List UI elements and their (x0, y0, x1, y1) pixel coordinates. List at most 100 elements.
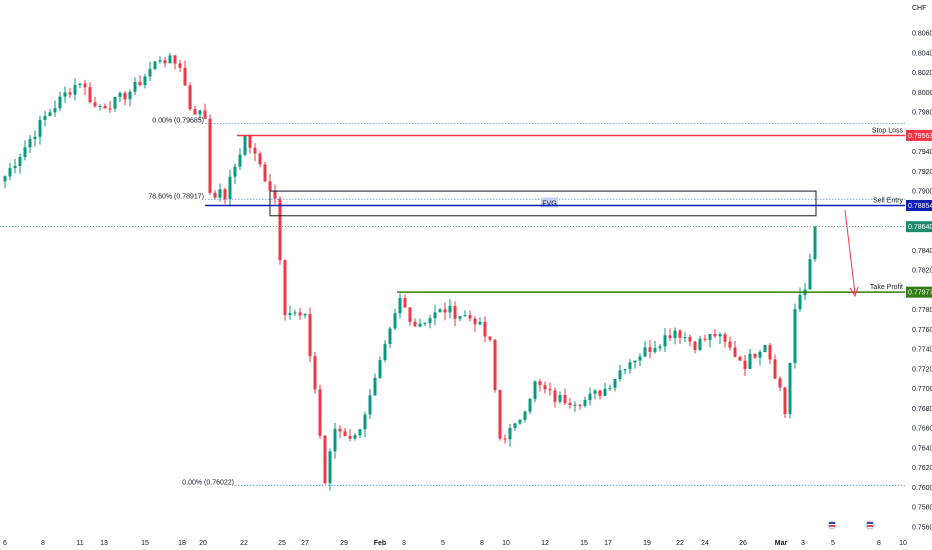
candle-body (463, 315, 467, 317)
candle-body (283, 260, 287, 316)
candle-body (8, 168, 12, 177)
candle-body (433, 312, 437, 319)
candle-body (658, 346, 662, 349)
candle-body (608, 387, 612, 389)
time-tick-label: 10 (899, 540, 907, 547)
flag-canton (867, 522, 873, 524)
candle-body (393, 313, 397, 329)
candle-body (533, 381, 537, 399)
time-tick-label: 25 (278, 540, 286, 547)
candle-body (198, 110, 202, 115)
us-flag-event-icon[interactable] (827, 520, 837, 530)
candle-body (508, 428, 512, 440)
candle-body (478, 321, 482, 325)
candle-body (788, 362, 792, 415)
candle-body (358, 429, 362, 436)
candle-body (48, 112, 52, 116)
candle-body (293, 312, 297, 314)
candle-body (108, 108, 112, 110)
candle-body (93, 102, 97, 107)
candle-body (13, 165, 17, 169)
candle-body (473, 318, 477, 325)
time-tick-label: Feb (374, 540, 386, 547)
target-arrow[interactable] (844, 209, 856, 295)
candle-body (808, 259, 812, 290)
time-tick-label: 5 (831, 540, 835, 547)
candle-body (53, 108, 57, 113)
candle-body (188, 85, 192, 110)
candle-body (308, 314, 312, 357)
take_profit-price-tag-label: 0.77977 (908, 290, 932, 297)
candle-body (73, 85, 77, 95)
candle-body (688, 337, 692, 342)
drawings-layer: 0.00% (0.79685) 78.60% (0.78917) 0.00% (0.… (0, 117, 905, 486)
candle-body (338, 428, 342, 432)
candle-body (588, 393, 592, 401)
candle-body (513, 423, 517, 429)
candle-body (353, 435, 357, 439)
candle-body (418, 323, 422, 327)
candle-body (648, 347, 652, 352)
candle-body (568, 403, 572, 406)
candle-body (323, 435, 327, 484)
flag-stripes (867, 525, 873, 527)
candle-body (763, 344, 767, 353)
candle-body (498, 390, 502, 439)
candle-body (258, 153, 262, 165)
time-tick-label: 12 (541, 540, 549, 547)
candle-body (538, 381, 542, 386)
time-axis[interactable]: 6 8 11 13 15 18 20 22 25 27 29 Feb 3 5 8 10 12 15 17 19 22 24… (3, 520, 907, 547)
candle-body (128, 91, 132, 100)
time-tick-label: 8 (480, 540, 484, 547)
candle-body (693, 341, 697, 351)
candle-body (643, 347, 647, 357)
candle-body (428, 318, 432, 323)
stop_loss-price-tag-label: 0.79563 (908, 133, 932, 140)
candle-body (713, 333, 717, 337)
candle-body (168, 55, 172, 64)
candle-body (378, 360, 382, 378)
time-tick-label: 15 (580, 540, 588, 547)
candle-body (678, 330, 682, 338)
candle-body (778, 378, 782, 388)
candle-body (618, 370, 622, 379)
candle-body (623, 369, 627, 371)
candle-body (68, 92, 72, 95)
candle-body (628, 362, 632, 370)
candle-body (668, 335, 672, 339)
time-tick-label: 29 (340, 540, 348, 547)
us-flag-event-icon[interactable] (865, 520, 875, 530)
time-tick-label: 24 (701, 540, 709, 547)
fvg-box[interactable] (269, 190, 817, 217)
candle-body (703, 338, 707, 340)
candle-body (743, 360, 747, 369)
candle-body (708, 333, 712, 340)
candle-body (248, 135, 252, 148)
candle-body (493, 339, 497, 391)
candle-body (28, 139, 32, 148)
time-tick-label: 26 (739, 540, 747, 547)
candle-body (603, 388, 607, 396)
candle-body (638, 356, 642, 361)
candle-body (38, 119, 42, 137)
candle-body (438, 309, 442, 313)
candle-body (18, 157, 22, 166)
time-tick-label: 13 (100, 540, 108, 547)
candle-body (718, 334, 722, 337)
candle-body (733, 347, 737, 357)
candle-body (228, 176, 232, 200)
time-tick-label: 27 (301, 540, 309, 547)
candle-body (138, 81, 142, 86)
candle-body (368, 395, 372, 415)
candle-body (423, 322, 427, 324)
